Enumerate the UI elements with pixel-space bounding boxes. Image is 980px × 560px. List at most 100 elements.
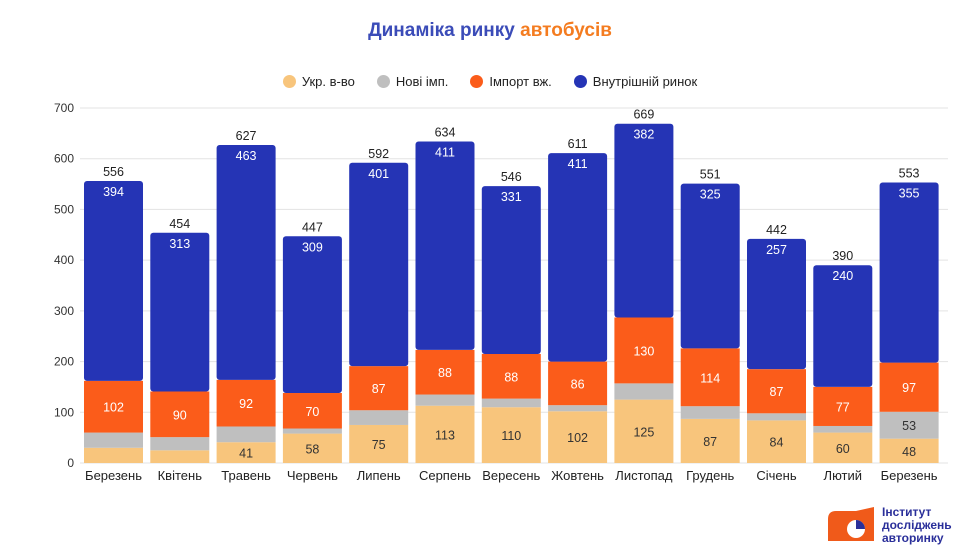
data-label: 102 xyxy=(567,431,588,445)
total-label: 627 xyxy=(236,129,257,143)
logo-line-2: досліджень xyxy=(882,517,952,532)
bar-segment xyxy=(349,410,409,425)
data-label: 382 xyxy=(633,128,654,142)
bar-segment xyxy=(747,420,806,463)
bar-segment xyxy=(349,162,409,367)
bar-segment xyxy=(415,405,475,463)
total-label: 669 xyxy=(633,108,654,122)
bar-segment xyxy=(813,425,873,433)
bar-segment xyxy=(150,437,210,451)
bar-segment xyxy=(813,432,873,463)
logo: Інститут досліджень авторинку xyxy=(826,505,952,545)
data-label: 92 xyxy=(239,397,253,411)
legend-swatch-new xyxy=(376,75,390,88)
y-tick-label: 500 xyxy=(54,202,74,216)
bar-segment xyxy=(614,399,674,463)
data-label: 60 xyxy=(836,442,850,456)
data-label: 411 xyxy=(568,157,588,171)
title-part-2: автобусів xyxy=(520,20,612,41)
x-tick-label: Грудень xyxy=(686,468,734,483)
bar-segment xyxy=(548,153,608,362)
legend-item-domestic[interactable]: Внутрішній ринок xyxy=(573,74,698,89)
bar-segment xyxy=(216,145,276,380)
total-label: 447 xyxy=(302,220,323,234)
bar-segment xyxy=(84,380,143,433)
total-label: 454 xyxy=(169,217,190,231)
data-label: 355 xyxy=(899,187,920,201)
total-label: 611 xyxy=(568,137,588,151)
total-label: 553 xyxy=(899,167,920,181)
data-label: 411 xyxy=(435,145,455,159)
bar-segment xyxy=(879,438,939,463)
data-label: 331 xyxy=(501,190,522,204)
bar-segment xyxy=(548,411,608,463)
total-label: 592 xyxy=(368,147,389,161)
bar-segment xyxy=(614,383,674,400)
x-tick-label: Листопад xyxy=(615,468,673,483)
data-label: 113 xyxy=(435,428,455,442)
bar-segment xyxy=(349,424,409,463)
bar-segment xyxy=(879,411,939,439)
data-label: 53 xyxy=(902,419,916,433)
y-tick-label: 600 xyxy=(54,152,74,166)
bar-segment xyxy=(84,432,143,448)
data-label: 401 xyxy=(368,167,389,181)
bar-segment xyxy=(680,183,740,349)
legend-swatch-import xyxy=(470,75,484,88)
total-label: 546 xyxy=(501,170,522,184)
legend: Укр. в-во Нові імп. Імпорт вж. Внутрішні… xyxy=(0,74,980,89)
data-label: 77 xyxy=(836,400,850,414)
legend-swatch-domestic xyxy=(573,75,587,88)
data-label: 130 xyxy=(633,344,654,358)
bar-segment xyxy=(481,353,541,399)
data-label: 313 xyxy=(169,237,190,251)
bar-segment xyxy=(548,405,608,412)
bar-segment xyxy=(282,393,342,429)
data-label: 463 xyxy=(236,149,257,163)
total-label: 634 xyxy=(435,125,456,139)
data-label: 70 xyxy=(305,405,319,419)
legend-label-ukr: Укр. в-во xyxy=(301,74,355,89)
bar-segment xyxy=(680,348,740,407)
bar-segment xyxy=(415,141,475,350)
total-label: 556 xyxy=(103,165,124,179)
logo-line-1: Інститут xyxy=(882,504,932,519)
legend-item-import[interactable]: Імпорт вж. xyxy=(470,74,552,89)
legend-item-new[interactable]: Нові імп. xyxy=(376,74,449,89)
data-label: 240 xyxy=(832,269,853,283)
legend-label-import: Імпорт вж. xyxy=(489,74,552,89)
bar-segment xyxy=(813,386,873,426)
data-label: 257 xyxy=(766,243,787,257)
data-label: 114 xyxy=(700,371,720,385)
total-label: 442 xyxy=(766,223,787,237)
bar-segment xyxy=(747,369,806,414)
total-label: 551 xyxy=(700,168,721,182)
x-tick-label: Вересень xyxy=(482,468,540,483)
legend-label-new: Нові імп. xyxy=(395,74,449,89)
x-tick-label: Січень xyxy=(756,468,796,483)
data-label: 86 xyxy=(571,377,585,391)
data-label: 58 xyxy=(305,442,319,456)
x-tick-label: Жовтень xyxy=(551,468,604,483)
x-tick-label: Червень xyxy=(287,468,338,483)
x-tick-label: Квітень xyxy=(158,468,203,483)
legend-label-domestic: Внутрішній ринок xyxy=(592,74,698,89)
data-label: 48 xyxy=(902,445,916,459)
data-label: 102 xyxy=(103,401,124,415)
bar-segment xyxy=(150,450,210,463)
data-label: 90 xyxy=(173,408,187,422)
bar-segment xyxy=(415,394,475,406)
total-label: 390 xyxy=(832,249,853,263)
x-tick-label: Липень xyxy=(357,468,401,483)
data-label: 84 xyxy=(770,436,784,450)
x-tick-label: Березень xyxy=(85,468,142,483)
x-tick-label: Березень xyxy=(881,468,938,483)
legend-item-ukr[interactable]: Укр. в-во xyxy=(282,74,355,89)
data-label: 87 xyxy=(372,382,386,396)
y-tick-label: 400 xyxy=(54,253,74,267)
data-label: 87 xyxy=(770,385,784,399)
bar-segment xyxy=(150,232,210,392)
bar-segment xyxy=(747,238,806,370)
data-label: 110 xyxy=(501,429,521,443)
bar-segment xyxy=(282,433,342,463)
